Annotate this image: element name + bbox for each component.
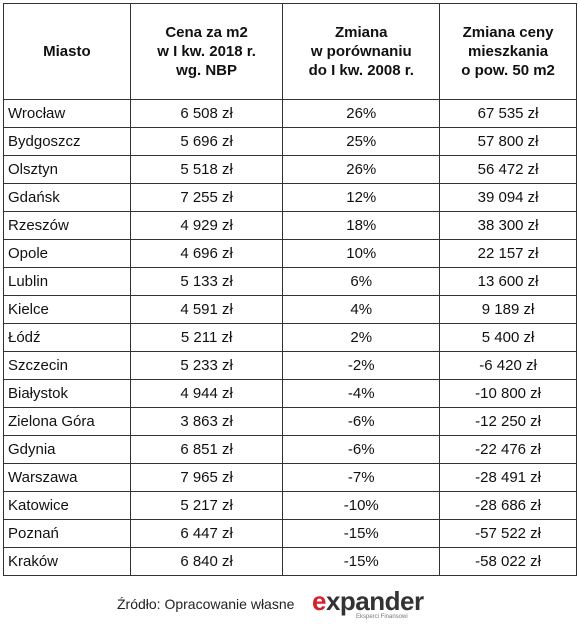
table-cell: 22 157 zł [439, 239, 577, 268]
table-cell: Olsztyn [3, 155, 131, 184]
table-row: Katowice 5 217 zł -10% -28 686 zł [3, 491, 577, 520]
table-cell: 12% [282, 183, 441, 212]
table-cell: 9 189 zł [439, 295, 577, 324]
table-cell: Szczecin [3, 351, 131, 380]
logo-tagline: Eksperci Finansowi [356, 614, 408, 620]
header-cell: Zmiana w porównaniu do I kw. 2008 r. [282, 3, 441, 100]
table-cell: -6 420 zł [439, 351, 577, 380]
table-cell: -15% [282, 519, 441, 548]
table-row: Gdynia 6 851 zł -6% -22 476 zł [3, 435, 577, 464]
table-cell: -15% [282, 547, 441, 576]
table-cell: Łódź [3, 323, 131, 352]
table-row: Kielce 4 591 zł 4% 9 189 zł [3, 295, 577, 324]
table-cell: 38 300 zł [439, 211, 577, 240]
table-cell: 67 535 zł [439, 99, 577, 128]
table-cell: 5 696 zł [129, 127, 284, 156]
table-cell: 10% [282, 239, 441, 268]
table-cell: 3 863 zł [129, 407, 284, 436]
table-row: Opole 4 696 zł 10% 22 157 zł [3, 239, 577, 268]
table-row: Warszawa 7 965 zł -7% -28 491 zł [3, 463, 577, 492]
table-cell: Lublin [3, 267, 131, 296]
table-cell: -58 022 zł [439, 547, 577, 576]
table-cell: 25% [282, 127, 441, 156]
table-cell: Gdynia [3, 435, 131, 464]
table-cell: Wrocław [3, 99, 131, 128]
table-cell: 4% [282, 295, 441, 324]
table-cell: Warszawa [3, 463, 131, 492]
header-cell: Miasto [3, 3, 131, 100]
table-cell: 5 133 zł [129, 267, 284, 296]
table-cell: -6% [282, 435, 441, 464]
table-cell: 26% [282, 155, 441, 184]
table-cell: Kielce [3, 295, 131, 324]
table-row: Wrocław 6 508 zł 26% 67 535 zł [3, 99, 577, 128]
header-row: Miasto Cena za m2 w I kw. 2018 r. wg. NBP… [3, 3, 577, 100]
table-row: Rzeszów 4 929 zł 18% 38 300 zł [3, 211, 577, 240]
table-cell: -12 250 zł [439, 407, 577, 436]
table-cell: 7 255 zł [129, 183, 284, 212]
header-cell: Zmiana ceny mieszkania o pow. 50 m2 [439, 3, 577, 100]
table-cell: Gdańsk [3, 183, 131, 212]
table-cell: -2% [282, 351, 441, 380]
table-row: Poznań 6 447 zł -15% -57 522 zł [3, 519, 577, 548]
table-cell: -10% [282, 491, 441, 520]
logo: expander [312, 586, 424, 616]
table-body: Wrocław 6 508 zł 26% 67 535 zł Bydgoszcz 5 69… [3, 99, 577, 576]
table-cell: -4% [282, 379, 441, 408]
table-cell: -28 686 zł [439, 491, 577, 520]
table-cell: 57 800 zł [439, 127, 577, 156]
table-cell: 4 944 zł [129, 379, 284, 408]
table-cell: Poznań [3, 519, 131, 548]
table-cell: 4 929 zł [129, 211, 284, 240]
table-cell: 26% [282, 99, 441, 128]
table-cell: Białystok [3, 379, 131, 408]
price-table: Miasto Cena za m2 w I kw. 2018 r. wg. NBP… [3, 3, 577, 576]
table-cell: Rzeszów [3, 211, 131, 240]
table-cell: Zielona Góra [3, 407, 131, 436]
table-cell: 56 472 zł [439, 155, 577, 184]
table-row: Kraków 6 840 zł -15% -58 022 zł [3, 547, 577, 576]
table-cell: 2% [282, 323, 441, 352]
table-cell: 18% [282, 211, 441, 240]
table-cell: 6 851 zł [129, 435, 284, 464]
table-cell: 6 840 zł [129, 547, 284, 576]
table-cell: 6% [282, 267, 441, 296]
table-cell: 6 508 zł [129, 99, 284, 128]
table-cell: -22 476 zł [439, 435, 577, 464]
table-cell: 4 696 zł [129, 239, 284, 268]
table-cell: 5 400 zł [439, 323, 577, 352]
table-cell: 4 591 zł [129, 295, 284, 324]
table-row: Lublin 5 133 zł 6% 13 600 zł [3, 267, 577, 296]
header-cell: Cena za m2 w I kw. 2018 r. wg. NBP [129, 3, 284, 100]
table-cell: -7% [282, 463, 441, 492]
table-cell: 5 211 zł [129, 323, 284, 352]
source-note: Źródło: Opracowanie własne [117, 596, 295, 612]
table-row: Olsztyn 5 518 zł 26% 56 472 zł [3, 155, 577, 184]
table-row: Łódź 5 211 zł 2% 5 400 zł [3, 323, 577, 352]
table-row: Zielona Góra 3 863 zł -6% -12 250 zł [3, 407, 577, 436]
table-row: Bydgoszcz 5 696 zł 25% 57 800 zł [3, 127, 577, 156]
table-row: Gdańsk 7 255 zł 12% 39 094 zł [3, 183, 577, 212]
table-cell: -57 522 zł [439, 519, 577, 548]
table-cell: 7 965 zł [129, 463, 284, 492]
table-cell: Kraków [3, 547, 131, 576]
table-cell: Opole [3, 239, 131, 268]
table-cell: -28 491 zł [439, 463, 577, 492]
table-cell: -6% [282, 407, 441, 436]
table-cell: Katowice [3, 491, 131, 520]
table-cell: 5 217 zł [129, 491, 284, 520]
table-cell: 5 233 zł [129, 351, 284, 380]
table-cell: 39 094 zł [439, 183, 577, 212]
table-row: Białystok 4 944 zł -4% -10 800 zł [3, 379, 577, 408]
table-row: Szczecin 5 233 zł -2% -6 420 zł [3, 351, 577, 380]
table-cell: 6 447 zł [129, 519, 284, 548]
table-cell: -10 800 zł [439, 379, 577, 408]
table-cell: Bydgoszcz [3, 127, 131, 156]
table-cell: 13 600 zł [439, 267, 577, 296]
table-cell: 5 518 zł [129, 155, 284, 184]
